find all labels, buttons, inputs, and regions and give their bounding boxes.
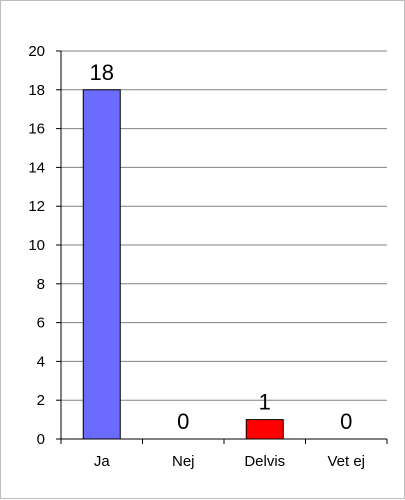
x-category-label: Delvis bbox=[244, 453, 285, 470]
y-tick-label: 12 bbox=[28, 198, 45, 215]
data-label: 1 bbox=[259, 390, 271, 415]
y-tick-label: 20 bbox=[28, 43, 45, 60]
y-tick-label: 2 bbox=[37, 392, 45, 409]
y-tick-label: 4 bbox=[37, 353, 45, 370]
x-category-label: Nej bbox=[172, 453, 195, 470]
data-label: 0 bbox=[340, 409, 352, 434]
y-tick-label: 8 bbox=[37, 276, 45, 293]
y-tick-label: 0 bbox=[37, 431, 45, 448]
x-category-label: Vet ej bbox=[327, 453, 365, 470]
data-label: 18 bbox=[90, 60, 114, 85]
x-category-label: Ja bbox=[94, 453, 111, 470]
bar-ja bbox=[82, 89, 121, 440]
bar-delvis bbox=[245, 419, 284, 440]
y-tick-label: 6 bbox=[37, 315, 45, 332]
y-tick-label: 16 bbox=[28, 121, 45, 138]
data-label: 0 bbox=[177, 409, 189, 434]
y-tick-label: 18 bbox=[28, 82, 45, 99]
y-tick-label: 14 bbox=[28, 159, 45, 176]
y-tick-label: 10 bbox=[28, 237, 45, 254]
